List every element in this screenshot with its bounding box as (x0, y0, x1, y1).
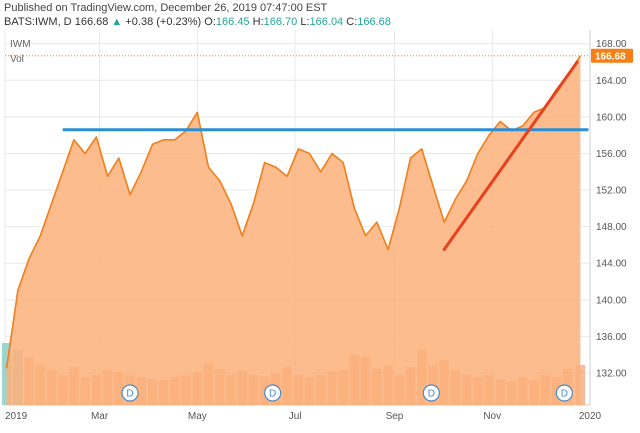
x-tick-label: Mar (91, 411, 109, 422)
dividend-marker-label: D (269, 389, 276, 400)
price-area (5, 55, 582, 406)
price-change: +0.38 (+0.23%) (125, 16, 202, 28)
x-tick-label: Jul (289, 411, 302, 422)
dividend-marker-circle (264, 384, 282, 402)
x-axis: 2019 Mar May Jul Sep Nov 2020 (5, 411, 602, 422)
dividend-marker[interactable]: D (422, 384, 440, 402)
y-tick-label: 152.00 (596, 186, 627, 197)
last-price-badge (591, 48, 633, 63)
y-axis: 132.00 136.00 140.00 144.00 148.00 152.00 156.… (591, 39, 633, 379)
price-area-fill (6, 55, 581, 406)
high-value: 166.70 (263, 16, 298, 28)
y-tick-label: 144.00 (596, 259, 627, 270)
y-tick-label: 136.00 (596, 332, 627, 343)
dividend-marker-label: D (561, 389, 568, 400)
low-label: L: (300, 16, 310, 28)
y-tick-label: 140.00 (596, 295, 627, 306)
y-tick-label: 156.00 (596, 149, 627, 160)
dividend-marker-circle (422, 384, 440, 402)
close-label: C: (346, 16, 358, 28)
close-value: 166.68 (357, 16, 391, 28)
x-tick-label: 2019 (5, 411, 28, 422)
dividend-marker[interactable]: D (264, 384, 282, 402)
published-note: Published on TradingView.com, December 2… (4, 2, 328, 14)
y-tick-label: 168.00 (596, 39, 627, 50)
y-tick-label: 164.00 (596, 76, 627, 87)
change-up-icon: ▲ (111, 16, 123, 28)
quote-line: BATS:IWM, D 166.68 ▲ +0.38 (+0.23%) O:16… (4, 16, 391, 28)
dividend-marker[interactable]: D (555, 384, 573, 402)
x-tick-label: May (188, 411, 207, 422)
symbol-interval: BATS:IWM, D (4, 16, 72, 28)
x-tick-label: Sep (386, 411, 404, 422)
x-tick-label: Nov (483, 411, 501, 422)
low-value: 166.04 (309, 16, 344, 28)
pane-vol-label: Vol (10, 54, 24, 65)
last-price: 166.68 (74, 16, 109, 28)
pane-symbol-label: IWM (10, 39, 31, 50)
dividend-marker[interactable]: D (121, 384, 139, 402)
x-tick-label: 2020 (579, 411, 602, 422)
price-line (5, 55, 582, 369)
dividend-marker-circle (555, 384, 573, 402)
dividend-marker-label: D (428, 389, 435, 400)
dividend-marker-label: D (126, 389, 133, 400)
y-tick-label: 132.00 (596, 368, 627, 379)
last-price-badge-label: 166.68 (595, 51, 626, 62)
open-value: 166.45 (215, 16, 250, 28)
trend-line (442, 60, 579, 252)
y-tick-label: 148.00 (596, 222, 627, 233)
open-label: O: (204, 16, 216, 28)
high-label: H: (252, 16, 264, 28)
dividend-marker-circle (121, 384, 139, 402)
y-tick-label: 160.00 (596, 112, 627, 123)
annotations (5, 55, 590, 252)
